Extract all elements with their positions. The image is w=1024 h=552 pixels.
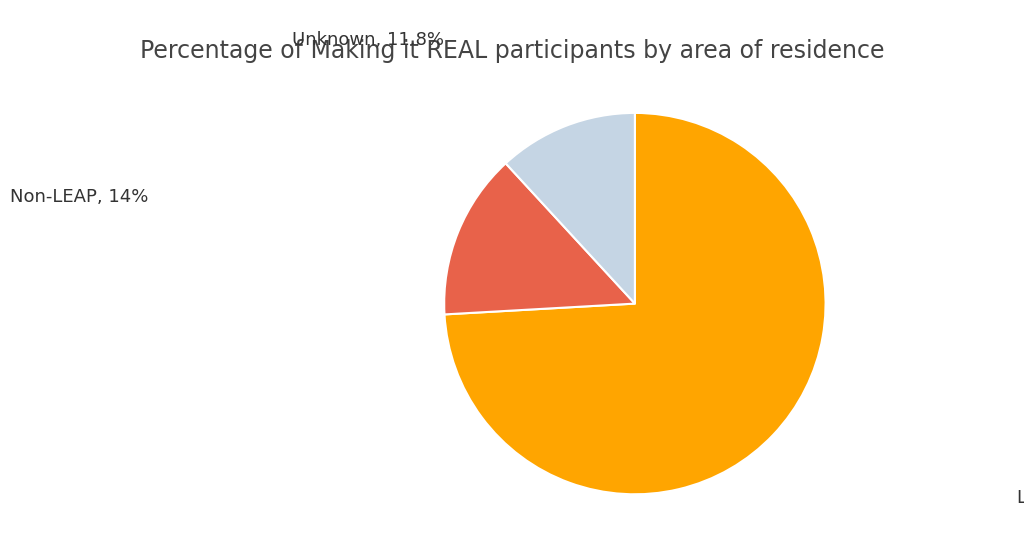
Text: Percentage of Making it REAL participants by area of residence: Percentage of Making it REAL participant… xyxy=(139,39,885,62)
Wedge shape xyxy=(444,113,825,494)
Text: Unknown, 11.8%: Unknown, 11.8% xyxy=(292,31,443,49)
Wedge shape xyxy=(444,163,635,315)
Text: Non-LEAP, 14%: Non-LEAP, 14% xyxy=(9,188,148,206)
Wedge shape xyxy=(506,113,635,304)
Text: LEAP, 73.8%: LEAP, 73.8% xyxy=(1017,489,1024,507)
